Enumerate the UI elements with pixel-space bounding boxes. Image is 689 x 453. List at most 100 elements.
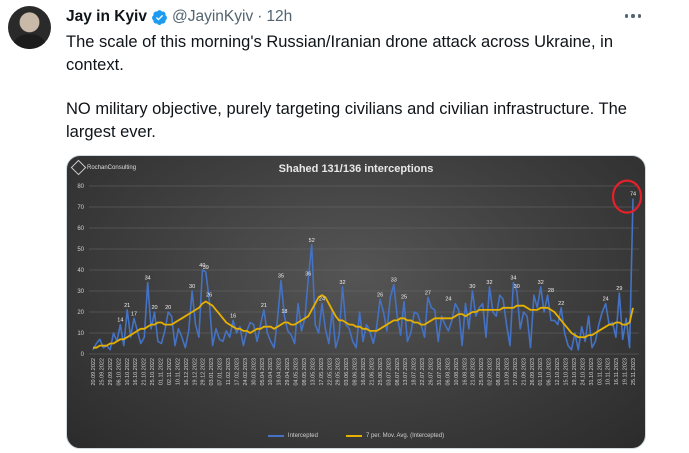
data-label-150: 24 (603, 297, 609, 303)
data-label-116: 32 (486, 280, 492, 286)
data-label-104: 24 (445, 297, 451, 303)
y-tick-label-60: 60 (77, 226, 84, 232)
x-tick-label-49: 13.09.2023 (504, 358, 510, 386)
chart-legend: Intercepted 7 per. Mov. Avg. (Intercepte… (67, 433, 645, 439)
data-label-124: 30 (514, 284, 520, 290)
data-label-111: 30 (469, 284, 475, 290)
x-tick-label-10: 10.11.2022 (175, 358, 181, 385)
y-tick-label-20: 20 (77, 310, 84, 316)
author-handle[interactable]: @JayinKyiv (172, 8, 254, 25)
x-tick-label-39: 22.07.2023 (420, 358, 426, 386)
tweet-text: The scale of this morning's Russian/Iran… (66, 31, 666, 143)
x-tick-label-24: 04.05.2023 (294, 358, 300, 386)
y-tick-label-50: 50 (77, 247, 84, 253)
x-tick-label-23: 29.04.2023 (285, 358, 291, 386)
y-tick-label-80: 80 (77, 184, 84, 190)
author-name[interactable]: Jay in Kyiv (66, 8, 147, 25)
legend-swatch-moving-avg (345, 435, 362, 437)
x-tick-label-1: 25.09.2022 (99, 358, 105, 386)
x-tick-label-40: 26.07.2023 (429, 358, 435, 386)
x-tick-label-42: 06.08.2023 (445, 358, 451, 386)
x-tick-label-48: 08.09.2023 (496, 358, 502, 386)
x-tick-label-0: 20.09.2022 (91, 358, 97, 386)
avatar-figure (14, 34, 45, 49)
avatar[interactable] (8, 6, 51, 49)
x-tick-label-58: 24.10.2023 (580, 358, 586, 386)
y-tick-label-70: 70 (77, 205, 84, 211)
chart-title: Shahed 131/136 interceptions (278, 163, 434, 175)
legend-swatch-intercepted (267, 435, 284, 437)
y-tick-label-0: 0 (81, 352, 85, 358)
data-label-18: 20 (151, 305, 157, 311)
x-tick-label-11: 16.12.2022 (184, 358, 190, 386)
x-tick-label-55: 12.10.2023 (555, 358, 561, 386)
data-label-134: 28 (548, 288, 554, 294)
x-tick-label-7: 25.10.2022 (150, 358, 156, 386)
x-tick-label-6: 21.10.2022 (142, 358, 148, 386)
legend-label-moving-avg: 7 per. Mov. Avg. (Intercepted) (365, 433, 445, 439)
x-tick-label-36: 08.07.2023 (395, 358, 401, 386)
x-tick-label-50: 17.09.2023 (513, 358, 519, 386)
x-tick-label-43: 10.08.2023 (454, 358, 460, 386)
y-tick-label-30: 30 (77, 289, 84, 295)
x-tick-label-34: 25.06.2023 (378, 358, 384, 386)
x-tick-label-52: 26.09.2023 (530, 358, 536, 386)
tweet-header: Jay in Kyiv @JayinKyiv · 12h (66, 6, 292, 28)
x-tick-label-62: 16.11.2023 (614, 358, 620, 385)
data-label-73: 32 (339, 280, 345, 286)
data-label-91: 25 (401, 295, 407, 301)
data-label-12: 17 (131, 311, 137, 317)
x-tick-label-15: 07.01.2023 (218, 358, 224, 386)
data-label-8: 14 (117, 318, 123, 324)
x-tick-label-60: 03.11.2023 (597, 358, 603, 385)
x-tick-label-31: 08.06.2023 (353, 358, 359, 386)
x-tick-label-4: 10.10.2022 (125, 358, 131, 386)
x-tick-label-28: 22.05.2023 (327, 358, 333, 386)
more-options-icon[interactable] (622, 8, 644, 24)
data-label-34: 26 (206, 292, 212, 298)
timestamp[interactable]: 12h (266, 8, 293, 25)
data-label-131: 32 (538, 280, 544, 286)
data-label-158: 74 (630, 192, 636, 198)
x-tick-label-63: 19.11.2023 (623, 358, 629, 385)
x-tick-label-46: 25.08.2023 (479, 358, 485, 386)
x-tick-label-44: 16.08.2023 (462, 358, 468, 386)
x-tick-label-64: 25.11.2023 (631, 358, 637, 385)
legend-item-intercepted: Intercepted (267, 433, 318, 439)
brand-name: RochanConsulting (87, 164, 137, 171)
data-label-32: 40 (199, 263, 205, 269)
data-label-137: 22 (558, 301, 564, 307)
x-tick-label-59: 31.10.2023 (589, 358, 595, 386)
x-tick-label-29: 29.05.2023 (336, 358, 342, 386)
data-label-123: 34 (510, 276, 516, 282)
x-tick-label-45: 21.08.2023 (471, 358, 477, 386)
data-label-22: 20 (165, 305, 171, 311)
x-tick-label-12: 19.12.2022 (192, 358, 198, 386)
x-tick-label-54: 06.10.2023 (547, 358, 553, 386)
data-label-16: 34 (145, 276, 151, 282)
brand-logo: RochanConsulting (70, 159, 137, 176)
data-label-56: 18 (281, 309, 287, 315)
x-tick-label-2: 29.09.2022 (108, 358, 114, 386)
x-tick-label-30: 03.06.2023 (344, 358, 350, 386)
x-tick-label-21: 10.04.2023 (268, 358, 274, 386)
highlight-circle (611, 179, 643, 214)
y-tick-label-10: 10 (77, 331, 84, 337)
x-tick-label-25: 08.05.2023 (302, 358, 308, 386)
x-tick-label-61: 10.11.2023 (606, 358, 612, 385)
x-tick-label-35: 03.07.2023 (386, 358, 392, 386)
x-tick-label-26: 13.05.2023 (310, 358, 316, 386)
x-tick-label-56: 15.10.2023 (564, 358, 570, 386)
data-label-50: 21 (261, 303, 267, 309)
x-tick-label-32: 16.06.2023 (361, 358, 367, 386)
x-tick-label-20: 05.04.2023 (260, 358, 266, 386)
data-label-55: 35 (278, 274, 284, 280)
x-tick-label-53: 01.10.2023 (538, 358, 544, 386)
x-tick-label-51: 21.09.2023 (521, 358, 527, 386)
x-tick-label-37: 13.07.2023 (403, 358, 409, 386)
data-label-29: 30 (189, 284, 195, 290)
data-label-98: 27 (425, 290, 431, 296)
tweet-media-image[interactable]: RochanConsulting Shahed 131/136 intercep… (66, 155, 646, 449)
x-tick-label-9: 02.11.2022 (167, 358, 173, 385)
